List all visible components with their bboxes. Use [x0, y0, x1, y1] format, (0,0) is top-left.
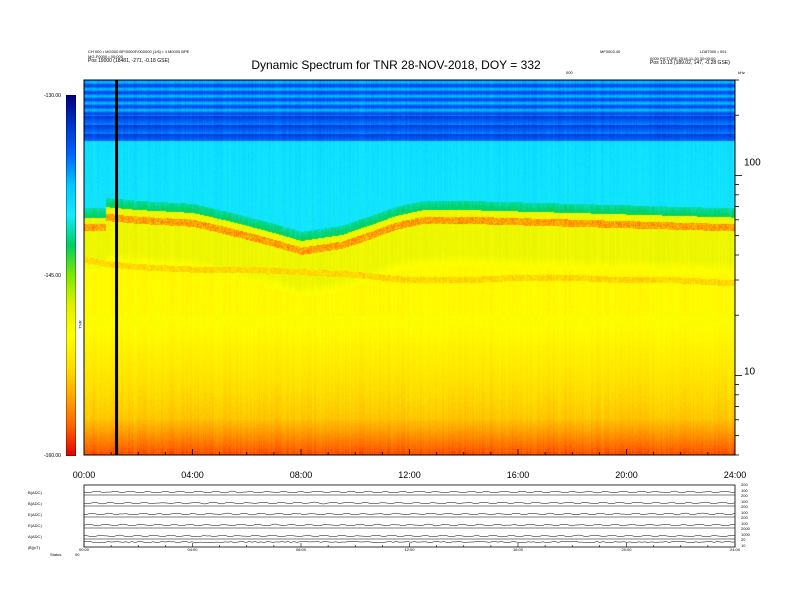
panel-right-tick: 2000	[741, 526, 750, 531]
x-tick-label: 16:00	[506, 470, 530, 480]
x-tick-label: 24:00	[723, 470, 747, 480]
panel-label: E(ADC)	[28, 523, 42, 528]
panel-x-tick: 04:00	[187, 547, 198, 552]
panel-right-tick: 100	[741, 509, 748, 515]
panel-x-tick: 12:00	[404, 547, 415, 552]
panel-right-tick: 100	[741, 520, 748, 526]
panel-frame	[83, 484, 736, 548]
panel-x-tick: 20:00	[621, 547, 632, 552]
freq-axis-top-label: 000	[566, 70, 573, 75]
x-tick-label: 12:00	[398, 470, 421, 480]
panel-label: E(ADC)	[28, 512, 42, 517]
header-right-line-3: 0000 PICTURE 2018-11-30 00:00:00	[650, 56, 716, 61]
panel-right-tick: 20	[741, 537, 746, 542]
panel-label: |B|(nT)	[28, 545, 41, 550]
header-right-line-2: LD87000 • 001	[700, 49, 727, 54]
header-left-line-1: CH 000 • MG000 BP/0000F/000000 (1/6) • 4…	[88, 49, 190, 54]
panel-x-tick: 24:00	[729, 547, 741, 552]
colorbar-label: TNR	[77, 320, 83, 329]
header-right-line-4: Pos 10.13 (189.02, 147, -0.28 GSE)	[650, 60, 730, 66]
panel-right-tick: 200	[741, 515, 748, 520]
header-right-line-1: MF0003.40	[600, 49, 621, 54]
panel-right-tick: 200	[741, 493, 748, 498]
panel-right-tick: 100	[741, 487, 748, 493]
colorbar-tick-bottom: -160.00	[44, 453, 61, 459]
y-tick-label: 10	[744, 366, 756, 378]
panel-trace-bfield	[83, 541, 736, 543]
panel-label: B(ADC)	[28, 501, 42, 506]
panel-right-tick: 10	[741, 542, 746, 548]
panel-right-tick: 100	[741, 498, 748, 504]
colorbar-tick-top: -130.00	[44, 93, 61, 99]
chart-title: Dynamic Spectrum for TNR 28-NOV-2018, DO…	[251, 58, 541, 72]
x-tick-label: 08:00	[289, 470, 313, 480]
panel-x-tick: 08:00	[295, 547, 307, 552]
header-left-line-2: MG-F0000 • 00:000	[88, 54, 123, 59]
spectrogram-canvas	[84, 80, 735, 455]
panel-trace	[83, 490, 736, 494]
x-tick-label: 20:00	[615, 470, 638, 480]
status-value: 00	[75, 552, 80, 557]
colorbar	[66, 95, 76, 456]
x-tick-label: 00:00	[72, 470, 96, 480]
panel-trace	[83, 501, 736, 505]
status-label: Status	[50, 552, 62, 557]
header-left-line-3: Pos 19000 (18481, -271, -0.18 GSE)	[88, 58, 170, 64]
lower-panels	[83, 484, 736, 548]
panel-trace	[83, 534, 736, 538]
panel-label: A(ADC)	[28, 534, 42, 539]
panel-right-tick: 200	[741, 482, 748, 487]
panel-x-tick: 16:00	[512, 547, 524, 552]
panel-label: B(ADC)	[28, 490, 42, 495]
colorbar-tick-mid: -145.00	[44, 273, 61, 279]
x-tick-label: 04:00	[181, 470, 204, 480]
y-tick-label: 100	[744, 157, 761, 169]
freq-axis-unit-label: kHz	[738, 70, 745, 75]
panel-trace	[83, 523, 736, 527]
spectrogram-frame	[83, 79, 742, 456]
panel-right-tick: 200	[741, 504, 748, 509]
panel-x-tick: 00:00	[78, 547, 90, 552]
panel-right-tick: 1000	[741, 531, 750, 537]
panel-trace	[83, 512, 736, 516]
